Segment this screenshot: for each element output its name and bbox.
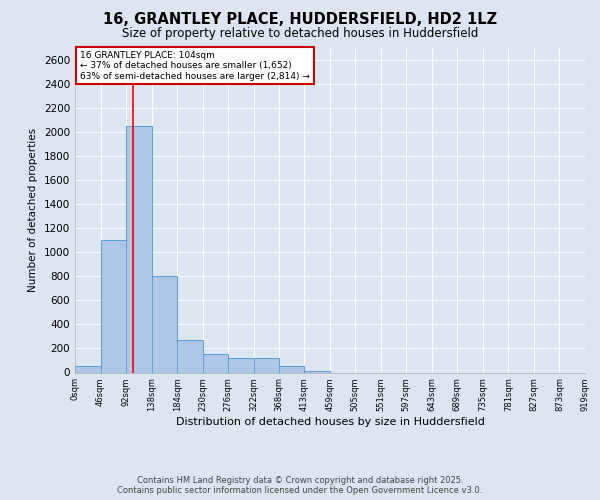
Bar [304, 370, 330, 372]
Text: 16, GRANTLEY PLACE, HUDDERSFIELD, HD2 1LZ: 16, GRANTLEY PLACE, HUDDERSFIELD, HD2 1L… [103, 12, 497, 28]
Bar [177, 340, 203, 372]
Bar [254, 358, 279, 372]
Bar [203, 354, 228, 372]
Bar [152, 276, 177, 372]
X-axis label: Distribution of detached houses by size in Huddersfield: Distribution of detached houses by size … [176, 417, 484, 427]
Bar [126, 126, 152, 372]
Bar [279, 366, 304, 372]
Bar [228, 358, 254, 372]
Text: 16 GRANTLEY PLACE: 104sqm
← 37% of detached houses are smaller (1,652)
63% of se: 16 GRANTLEY PLACE: 104sqm ← 37% of detac… [80, 51, 310, 80]
Text: Size of property relative to detached houses in Huddersfield: Size of property relative to detached ho… [122, 28, 478, 40]
Bar [101, 240, 126, 372]
Y-axis label: Number of detached properties: Number of detached properties [28, 128, 38, 292]
Text: Contains HM Land Registry data © Crown copyright and database right 2025.
Contai: Contains HM Land Registry data © Crown c… [118, 476, 482, 495]
Bar [75, 366, 101, 372]
